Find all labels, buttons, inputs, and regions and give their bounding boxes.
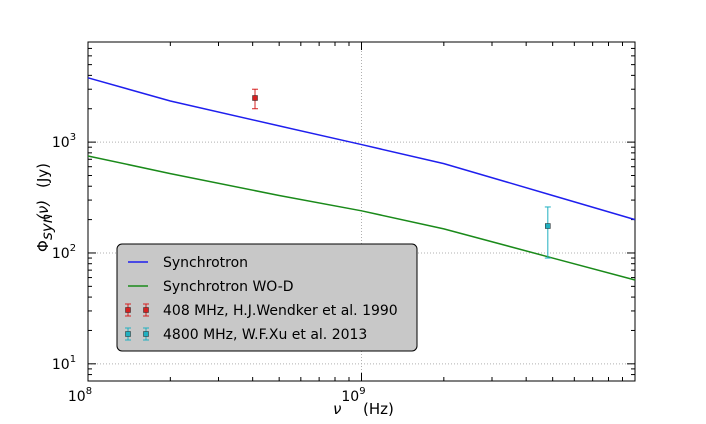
legend-label: Synchrotron [163, 255, 248, 271]
legend-box [116, 243, 418, 352]
y-tick-label: 103 [52, 132, 76, 151]
data-point-3-marker [545, 223, 551, 229]
x-axis-label-unit: (Hz) [363, 400, 394, 418]
x-axis-label: ν (Hz) [333, 400, 394, 418]
series-line-0 [87, 77, 636, 221]
legend-marker-2b-marker [143, 307, 149, 313]
legend-label: 408 MHz, H.J.Wendker et al. 1990 [163, 303, 398, 319]
y-axis-label-sub: syn [38, 214, 56, 240]
series-group [87, 77, 636, 281]
ticks: 108 109 101 102 103 [52, 42, 636, 405]
y-axis-label-unit: (Jy) [34, 163, 52, 188]
legend-marker-3b-marker [143, 331, 149, 337]
legend-marker-2a-marker [125, 307, 131, 313]
y-axis-label: Φ syn (ν) (Jy) [34, 163, 56, 252]
x-tick-label: 108 [68, 386, 92, 405]
legend: Synchrotron Synchrotron WO-D 408 MHz, H.J.… [116, 243, 418, 352]
series-line-1 [87, 155, 636, 281]
x-tick-label: 109 [341, 386, 365, 405]
legend-marker-3a-marker [125, 331, 131, 337]
legend-label: 4800 MHz, W.F.Xu et al. 2013 [163, 327, 367, 343]
legend-label: Synchrotron WO-D [163, 279, 294, 295]
y-axis-label-arg: (ν) [34, 200, 52, 220]
x-axis-label-symbol: ν [333, 400, 341, 418]
data-point-2-marker [252, 95, 258, 101]
y-tick-label: 101 [52, 354, 76, 373]
y-axis-label-symbol: Φ [34, 240, 52, 252]
y-tick-label: 102 [52, 243, 76, 262]
